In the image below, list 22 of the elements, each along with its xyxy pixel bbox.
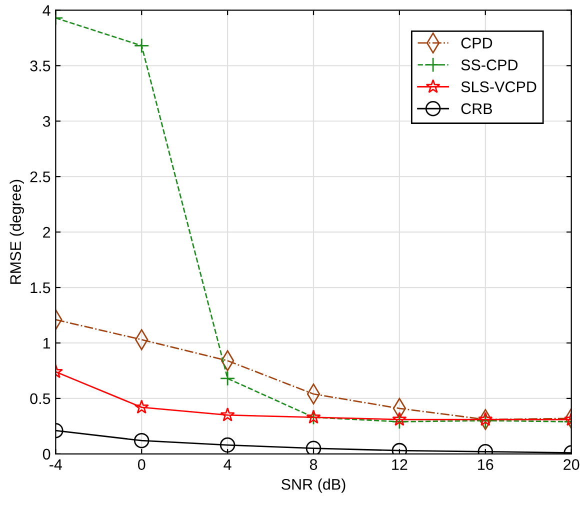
legend-label: SS-CPD bbox=[461, 60, 518, 70]
x-tick-label: 20 bbox=[564, 459, 580, 470]
x-tick-label: 0 bbox=[138, 459, 146, 470]
x-tick-label: 12 bbox=[392, 459, 408, 470]
legend-label: CPD bbox=[461, 38, 492, 48]
y-axis-title: RMSE (degree) bbox=[10, 180, 24, 284]
y-tick-label: 4 bbox=[42, 5, 50, 16]
y-tick-label: 1.5 bbox=[30, 282, 50, 294]
x-tick-label: -4 bbox=[50, 459, 62, 470]
y-tick-label: 2 bbox=[43, 226, 50, 238]
y-tick-label: 2.5 bbox=[30, 171, 50, 182]
x-tick-label: 16 bbox=[478, 459, 494, 470]
legend-label: CRB bbox=[461, 103, 492, 114]
y-tick-label: 3 bbox=[42, 116, 50, 127]
x-tick-label: 8 bbox=[310, 459, 318, 470]
x-axis-title: SNR (dB) bbox=[282, 478, 346, 493]
y-tick-label: 3.5 bbox=[30, 60, 50, 72]
y-tick-label: 0.5 bbox=[30, 393, 50, 404]
y-tick-label: 0 bbox=[42, 448, 50, 460]
y-tick-label: 1 bbox=[43, 338, 50, 349]
legend-label: SLS-VCPD bbox=[461, 81, 536, 92]
x-tick-label: 4 bbox=[224, 459, 232, 470]
